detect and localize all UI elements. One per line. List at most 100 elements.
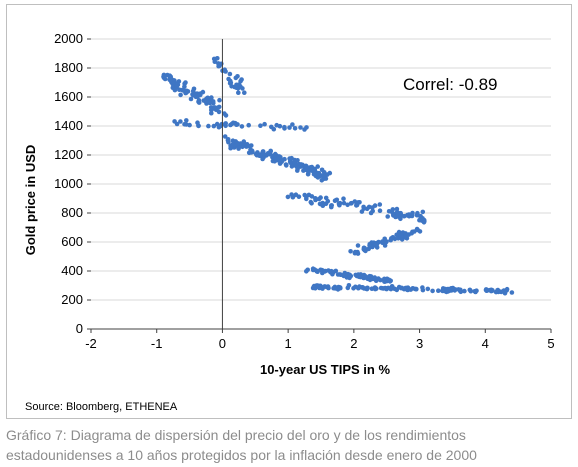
- data-point: [274, 157, 280, 162]
- data-point: [239, 124, 245, 129]
- data-point: [228, 145, 233, 151]
- data-point: [214, 121, 220, 127]
- data-point: [205, 95, 210, 101]
- data-point: [493, 289, 499, 295]
- data-point: [227, 71, 233, 77]
- data-point: [282, 126, 287, 131]
- gridlines: [91, 38, 551, 301]
- data-point: [274, 122, 280, 128]
- data-point: [292, 126, 298, 131]
- data-point: [248, 147, 253, 152]
- data-point: [385, 214, 391, 219]
- data-point: [436, 288, 441, 294]
- data-point: [353, 272, 359, 278]
- data-point: [317, 173, 322, 179]
- data-point: [216, 109, 222, 115]
- data-point: [215, 56, 220, 61]
- data-point: [246, 122, 251, 128]
- data-point: [236, 90, 241, 95]
- data-point: [322, 269, 328, 274]
- data-point: [190, 93, 196, 98]
- x-tick-label: -2: [85, 336, 97, 351]
- y-tick-label: 600: [61, 234, 83, 249]
- data-point: [347, 272, 353, 278]
- data-point: [414, 226, 420, 232]
- data-point: [406, 212, 412, 217]
- data-point: [447, 286, 452, 292]
- data-point: [304, 125, 309, 130]
- data-point: [370, 208, 376, 214]
- data-point: [318, 195, 323, 200]
- y-tick-label: 200: [61, 292, 83, 307]
- data-point: [313, 196, 318, 201]
- data-point: [311, 283, 317, 289]
- data-point: [377, 202, 383, 207]
- data-point: [341, 196, 346, 201]
- data-point: [170, 81, 175, 87]
- data-point: [223, 121, 228, 126]
- data-point: [418, 214, 423, 219]
- data-point: [228, 78, 233, 84]
- data-point: [188, 96, 194, 102]
- data-point: [187, 122, 192, 128]
- y-tick-label: 0: [76, 321, 83, 336]
- data-point: [468, 288, 474, 294]
- x-axis-title: 10-year US TIPS in %: [260, 362, 390, 377]
- data-point: [345, 202, 350, 208]
- data-point: [373, 285, 378, 291]
- data-point: [184, 88, 189, 94]
- data-point: [257, 153, 263, 158]
- data-point: [388, 237, 394, 243]
- data-point: [178, 92, 183, 98]
- data-point: [176, 79, 182, 84]
- data-point: [337, 200, 343, 206]
- x-tick-label: 5: [547, 336, 554, 351]
- data-point: [270, 153, 276, 158]
- data-point: [319, 178, 325, 183]
- data-point: [382, 236, 388, 242]
- data-point: [278, 154, 283, 160]
- data-point: [484, 288, 490, 293]
- data-point: [233, 75, 239, 81]
- data-point: [315, 164, 321, 169]
- x-tick-labels: -2 -1 0 1 2 3 4 5: [85, 336, 554, 351]
- data-point: [228, 122, 233, 128]
- data-point: [172, 78, 177, 83]
- data-point: [413, 286, 419, 292]
- data-point: [244, 142, 250, 147]
- data-point: [372, 203, 378, 208]
- data-point: [207, 100, 213, 106]
- data-point: [229, 84, 234, 89]
- data-point: [314, 268, 320, 274]
- data-point: [234, 122, 239, 127]
- data-point: [361, 206, 367, 211]
- data-point: [329, 203, 334, 208]
- data-point: [338, 272, 344, 278]
- data-point: [216, 104, 222, 110]
- data-point: [196, 123, 201, 129]
- x-tick-label: -1: [151, 336, 163, 351]
- data-points: [161, 56, 515, 296]
- data-point: [341, 200, 347, 206]
- y-tick-label: 1800: [54, 60, 83, 75]
- data-point: [162, 76, 168, 82]
- data-point: [377, 208, 383, 213]
- data-point: [390, 207, 396, 212]
- data-point: [161, 72, 167, 78]
- data-point: [329, 268, 334, 274]
- y-tick-label: 800: [61, 205, 83, 220]
- data-point: [235, 141, 240, 146]
- data-point: [430, 288, 435, 294]
- data-point: [222, 134, 228, 139]
- data-point: [420, 209, 426, 215]
- data-point: [322, 284, 328, 289]
- axes: [87, 38, 552, 333]
- data-point: [365, 285, 370, 291]
- data-point: [351, 286, 356, 291]
- data-point: [226, 139, 231, 145]
- data-point: [421, 220, 427, 225]
- data-point: [279, 158, 285, 164]
- data-point: [473, 288, 478, 294]
- data-point: [262, 121, 267, 127]
- y-tick-label: 1200: [54, 147, 83, 162]
